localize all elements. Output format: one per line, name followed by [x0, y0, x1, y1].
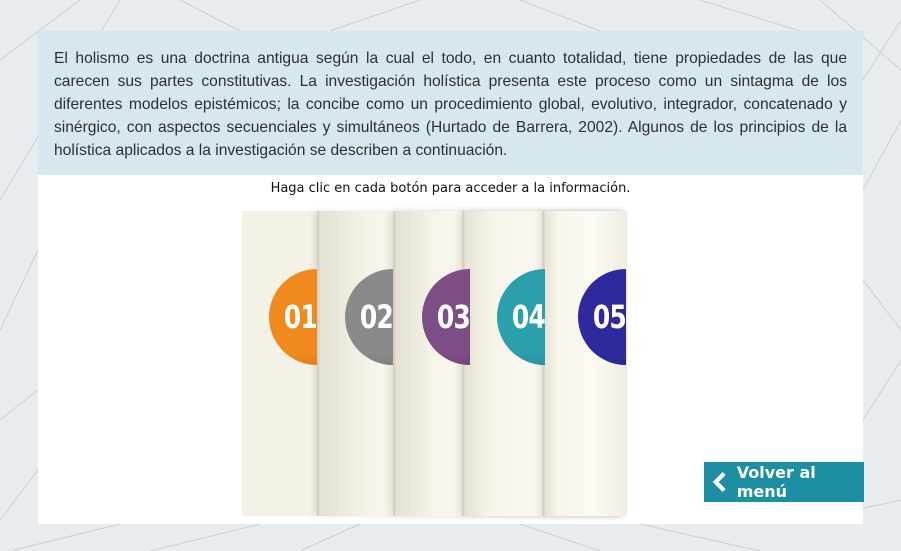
intro-text: El holismo es una doctrina antigua según…: [54, 50, 847, 159]
back-to-menu-button[interactable]: Volver al menú: [704, 462, 864, 502]
principle-number: 02: [359, 298, 393, 336]
chevron-left-icon: [712, 472, 726, 492]
principle-number: 03: [436, 298, 470, 336]
intro-box: El holismo es una doctrina antigua según…: [38, 31, 863, 175]
principle-number: 04: [511, 298, 545, 336]
principle-number: 01: [283, 298, 317, 336]
principles-cards: 01 02 03 04 05: [242, 211, 627, 516]
principle-number: 05: [592, 298, 626, 336]
back-button-label: Volver al menú: [736, 463, 816, 501]
instruction-text: Haga clic en cada botón para acceder a l…: [270, 181, 631, 196]
